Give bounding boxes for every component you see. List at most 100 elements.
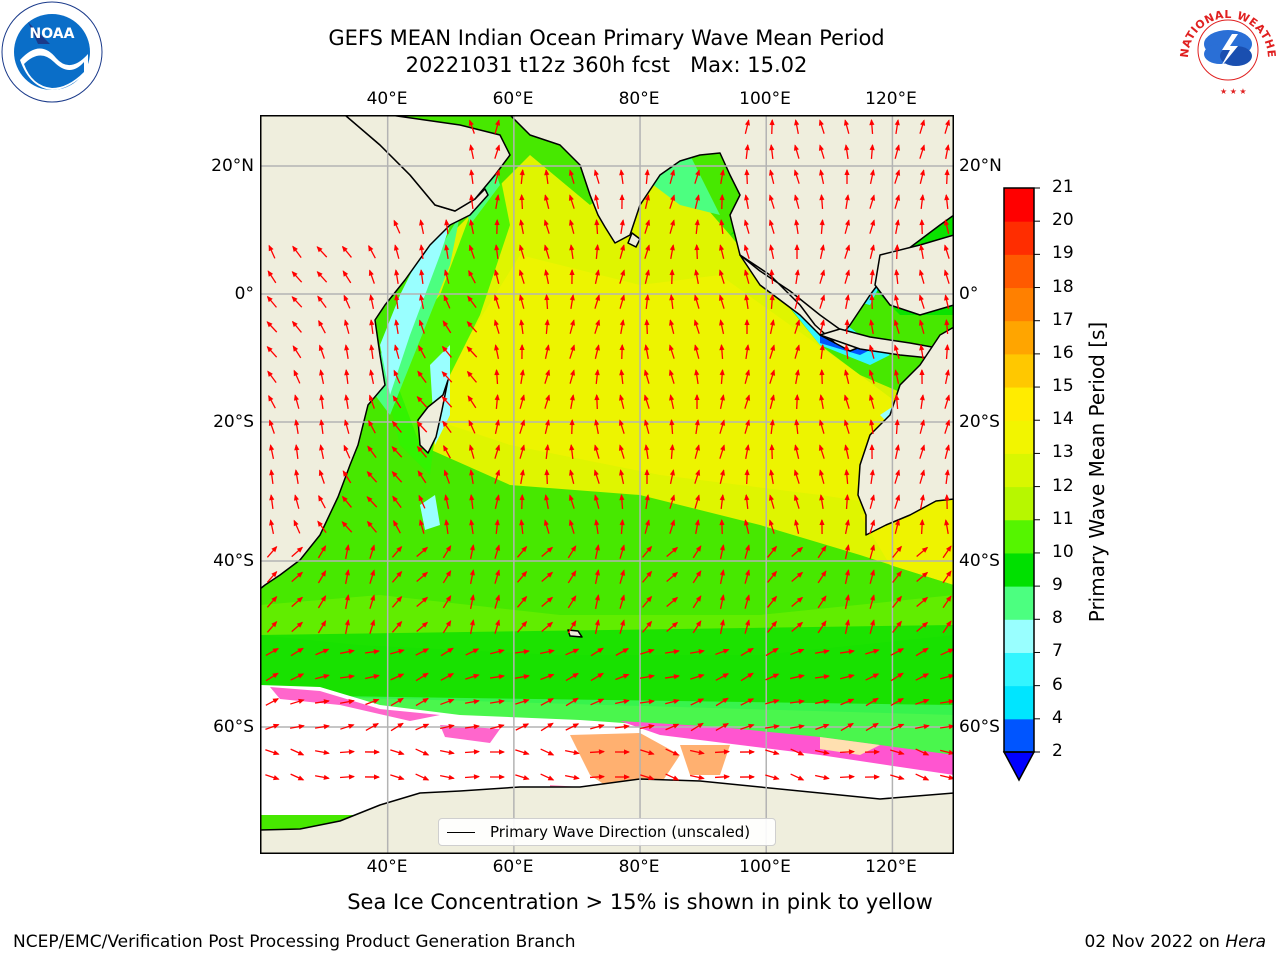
- wave-direction-arrow: [444, 219, 450, 235]
- wave-direction-arrow: [417, 370, 427, 384]
- sea-ice-note: Sea Ice Concentration > 15% is shown in …: [347, 890, 933, 914]
- colorbar-tick-label: 9: [1052, 575, 1063, 596]
- wave-direction-arrow: [844, 269, 851, 284]
- wave-direction-arrow: [618, 394, 625, 409]
- wave-direction-arrow: [369, 294, 375, 309]
- colorbar-segment: [1004, 586, 1034, 620]
- wave-direction-arrow: [694, 194, 700, 209]
- wave-direction-arrow: [318, 494, 326, 509]
- wave-direction-arrow: [594, 219, 600, 235]
- wave-direction-arrow: [544, 494, 550, 509]
- lat-label-right-20s: 20°S: [959, 412, 1000, 432]
- lon-label-top-100e: 100°E: [739, 89, 791, 109]
- lon-label-bottom-120e: 120°E: [865, 857, 917, 877]
- arabia-land: [344, 115, 511, 212]
- wave-direction-arrow: [793, 494, 800, 509]
- wave-direction-arrow: [441, 371, 453, 383]
- wave-direction-arrow: [618, 444, 625, 459]
- wave-direction-arrow: [519, 319, 525, 335]
- lon-label-bottom-60e: 60°E: [492, 857, 534, 877]
- wave-direction-arrow: [690, 673, 705, 680]
- wave-direction-arrow: [569, 319, 576, 334]
- wave-direction-arrow: [794, 119, 800, 134]
- wave-direction-arrow: [915, 647, 929, 657]
- wave-direction-arrow: [418, 494, 426, 509]
- wave-direction-arrow: [740, 698, 755, 706]
- wave-direction-arrow: [344, 619, 350, 634]
- wave-direction-arrow: [393, 219, 401, 234]
- wave-direction-arrow: [894, 444, 900, 459]
- wave-direction-arrow: [844, 544, 850, 559]
- sumatra-land: [739, 254, 861, 352]
- wave-direction-arrow: [294, 444, 300, 460]
- wave-direction-arrow: [593, 444, 600, 459]
- wave-direction-arrow: [744, 494, 750, 510]
- colorbar-tick-label: 19: [1052, 243, 1074, 264]
- wave-direction-arrow: [794, 294, 801, 309]
- wave-direction-arrow: [291, 546, 304, 558]
- wave-direction-arrow: [719, 194, 725, 210]
- wave-direction-arrow: [894, 494, 901, 509]
- wave-direction-arrow: [468, 444, 475, 459]
- wave-direction-arrow: [664, 649, 680, 655]
- wave-direction-arrow: [744, 419, 751, 434]
- wave-direction-arrow: [543, 219, 550, 234]
- footer-date-text: 02 Nov 2022 on: [1084, 932, 1226, 952]
- wave-direction-arrow: [594, 569, 600, 584]
- wave-direction-arrow: [644, 444, 650, 460]
- wave-direction-arrow: [819, 244, 825, 259]
- wave-direction-arrow: [894, 194, 901, 209]
- wave-direction-arrow: [719, 394, 725, 409]
- wave-direction-arrow: [464, 724, 480, 730]
- wave-direction-arrow: [768, 519, 775, 534]
- wave-direction-arrow: [791, 596, 804, 608]
- colorbar-segment: [1004, 353, 1034, 388]
- wave-direction-arrow: [489, 749, 505, 755]
- wave-direction-arrow: [365, 674, 380, 680]
- wave-direction-arrow: [443, 269, 450, 284]
- colorbar-segment: [1004, 420, 1034, 454]
- wave-direction-arrow: [469, 194, 475, 210]
- wave-direction-arrow: [569, 394, 575, 410]
- wave-direction-arrow: [666, 546, 679, 558]
- map-legend: Primary Wave Direction (unscaled): [438, 818, 776, 846]
- wave-direction-arrow: [767, 545, 778, 558]
- wave-direction-arrow: [668, 319, 675, 334]
- wave-direction-arrow: [341, 521, 353, 533]
- wave-direction-arrow: [368, 394, 375, 409]
- wave-direction-arrow: [619, 544, 626, 559]
- wave-direction-arrow: [669, 469, 675, 484]
- wave-direction-arrow: [940, 648, 954, 656]
- wave-direction-arrow: [694, 169, 701, 184]
- wave-direction-arrow: [567, 620, 577, 634]
- wave-direction-arrow: [519, 419, 526, 434]
- wave-direction-arrow: [266, 595, 278, 608]
- wave-direction-arrow: [315, 648, 330, 656]
- wave-direction-arrow: [393, 369, 401, 384]
- wave-direction-arrow: [818, 119, 825, 134]
- wave-direction-arrow: [789, 724, 805, 730]
- wave-direction-arrow: [515, 749, 530, 756]
- wave-direction-arrow: [644, 269, 650, 284]
- wave-direction-arrow: [319, 394, 325, 410]
- wave-direction-arrow: [894, 369, 900, 384]
- wave-direction-arrow: [518, 244, 525, 259]
- wave-direction-arrow: [544, 169, 550, 185]
- wave-direction-arrow: [767, 595, 778, 608]
- wave-direction-arrow: [594, 594, 600, 609]
- wave-direction-arrow: [544, 319, 550, 335]
- wave-direction-arrow: [819, 294, 826, 309]
- wave-direction-arrow: [944, 394, 951, 409]
- colorbar-tick-label: 20: [1052, 210, 1074, 231]
- wave-direction-arrow: [594, 519, 600, 535]
- wave-direction-arrow: [317, 295, 327, 309]
- wave-direction-arrow: [869, 194, 876, 209]
- wave-direction-arrow: [719, 444, 726, 459]
- wave-direction-arrow: [642, 595, 653, 608]
- legend-label: Primary Wave Direction (unscaled): [490, 823, 751, 841]
- wave-direction-arrow: [640, 749, 655, 756]
- wave-direction-arrow: [744, 394, 751, 409]
- wave-direction-arrow: [464, 749, 480, 755]
- wave-direction-arrow: [490, 723, 505, 730]
- wave-direction-arrow: [568, 169, 575, 184]
